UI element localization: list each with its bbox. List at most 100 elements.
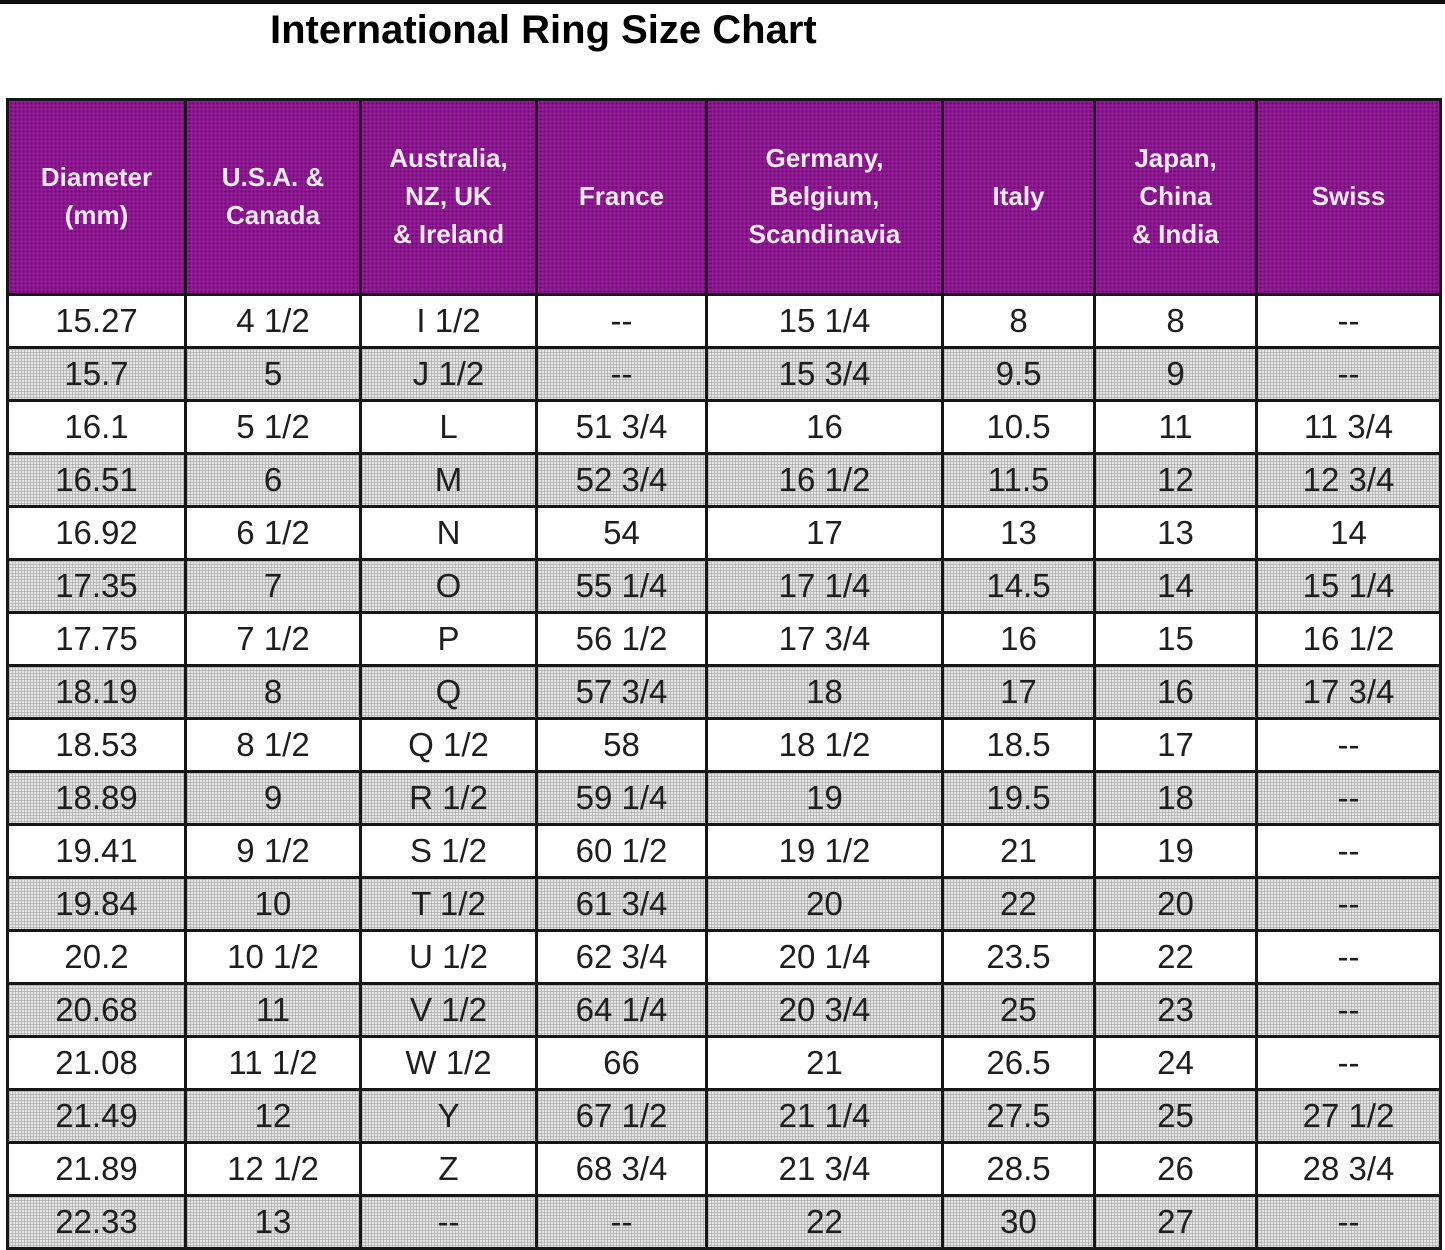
table-row: 21.89 12 1/2 Z 68 3/4 21 3/4 28.5 26 28 3/4 [6,1141,1442,1197]
table-row: 20.2 10 1/2 U 1/2 62 3/4 20 1/4 23.5 22 -- [6,929,1442,985]
table-cell: 6 [184,452,362,508]
table-cell: 16 [941,611,1096,667]
table-cell: 13 [941,505,1096,561]
table-cell: 54 [535,505,708,561]
table-cell: 19.84 [6,876,187,932]
table-row: 19.84 10 T 1/2 61 3/4 20 22 20 -- [6,876,1442,932]
table-cell: 22 [705,1194,944,1250]
table-cell: 55 1/4 [535,558,708,614]
table-cell: 51 3/4 [535,399,708,455]
table-cell: 18 [1093,770,1258,826]
table-cell: 26.5 [941,1035,1096,1091]
table-cell: Q [359,664,538,720]
table-cell: T 1/2 [359,876,538,932]
table-cell: 10.5 [941,399,1096,455]
table-row: 16.92 6 1/2 N 54 17 13 13 14 [6,505,1442,561]
table-cell: 62 3/4 [535,929,708,985]
table-row: 17.35 7 O 55 1/4 17 1/4 14.5 14 15 1/4 [6,558,1442,614]
table-row: 17.75 7 1/2 P 56 1/2 17 3/4 16 15 16 1/2 [6,611,1442,667]
table-cell: 14 [1255,505,1442,561]
table-cell: 15.27 [6,293,187,349]
table-cell: 20 [705,876,944,932]
table-cell: 20 1/4 [705,929,944,985]
table-cell: 19 [1093,823,1258,879]
table-cell: -- [1255,293,1442,349]
table-cell: 11 [184,982,362,1038]
table-cell: -- [1255,982,1442,1038]
table-cell: 56 1/2 [535,611,708,667]
table-cell: 22.33 [6,1194,187,1250]
table-cell: -- [1255,929,1442,985]
table-cell: 19.5 [941,770,1096,826]
table-cell: 21 1/4 [705,1088,944,1144]
table-cell: 17 [1093,717,1258,773]
table-cell: 7 1/2 [184,611,362,667]
table-cell: M [359,452,538,508]
table-cell: -- [535,346,708,402]
table-cell: 28.5 [941,1141,1096,1197]
table-cell: 4 1/2 [184,293,362,349]
table-cell: 23 [1093,982,1258,1038]
table-cell: 13 [1093,505,1258,561]
table-cell: 11 [1093,399,1258,455]
column-header-france: France [535,98,708,296]
table-cell: 22 [1093,929,1258,985]
table-cell: -- [535,1194,708,1250]
table-cell: 21 [705,1035,944,1091]
table-cell: 17.35 [6,558,187,614]
table-cell: -- [359,1194,538,1250]
table-cell: Q 1/2 [359,717,538,773]
table-cell: S 1/2 [359,823,538,879]
table-cell: 14.5 [941,558,1096,614]
table-cell: 67 1/2 [535,1088,708,1144]
table-row: 18.89 9 R 1/2 59 1/4 19 19.5 18 -- [6,770,1442,826]
table-cell: 5 [184,346,362,402]
table-cell: 11 3/4 [1255,399,1442,455]
table-cell: 18 [705,664,944,720]
table-cell: 20 [1093,876,1258,932]
table-cell: 66 [535,1035,708,1091]
ring-size-table: Diameter (mm) U.S.A. & Canada Australia, N… [6,98,1442,1250]
table-row: 16.1 5 1/2 L 51 3/4 16 10.5 11 11 3/4 [6,399,1442,455]
table-cell: 57 3/4 [535,664,708,720]
table-cell: 25 [1093,1088,1258,1144]
table-header: Diameter (mm) U.S.A. & Canada Australia, N… [6,98,1442,296]
table-cell: 8 [184,664,362,720]
table-cell: 18 1/2 [705,717,944,773]
table-cell: 11.5 [941,452,1096,508]
table-cell: 14 [1093,558,1258,614]
table-cell: 68 3/4 [535,1141,708,1197]
table-cell: 15 1/4 [1255,558,1442,614]
table-cell: 16.92 [6,505,187,561]
table-cell: 15 1/4 [705,293,944,349]
table-cell: -- [1255,823,1442,879]
table-cell: 25 [941,982,1096,1038]
table-cell: R 1/2 [359,770,538,826]
table-cell: 17 3/4 [705,611,944,667]
column-header-swiss: Swiss [1255,98,1442,296]
table-cell: 17.75 [6,611,187,667]
table-cell: Z [359,1141,538,1197]
table-cell: 8 [1093,293,1258,349]
table-cell: 12 [1093,452,1258,508]
table-cell: 16.51 [6,452,187,508]
table-cell: 12 1/2 [184,1141,362,1197]
table-cell: 64 1/4 [535,982,708,1038]
table-cell: 21.08 [6,1035,187,1091]
table-cell: 15 [1093,611,1258,667]
table-cell: 9.5 [941,346,1096,402]
table-cell: O [359,558,538,614]
table-cell: 19 1/2 [705,823,944,879]
table-row: 18.53 8 1/2 Q 1/2 58 18 1/2 18.5 17 -- [6,717,1442,773]
table-cell: 17 3/4 [1255,664,1442,720]
column-header-germany: Germany, Belgium, Scandinavia [705,98,944,296]
table-cell: 9 [1093,346,1258,402]
table-cell: 27 1/2 [1255,1088,1442,1144]
table-cell: -- [1255,1035,1442,1091]
table-cell: N [359,505,538,561]
table-cell: 19.41 [6,823,187,879]
table-row: 15.7 5 J 1/2 -- 15 3/4 9.5 9 -- [6,346,1442,402]
table-row: 22.33 13 -- -- 22 30 27 -- [6,1194,1442,1250]
table-cell: 16 [1093,664,1258,720]
table-cell: 9 [184,770,362,826]
